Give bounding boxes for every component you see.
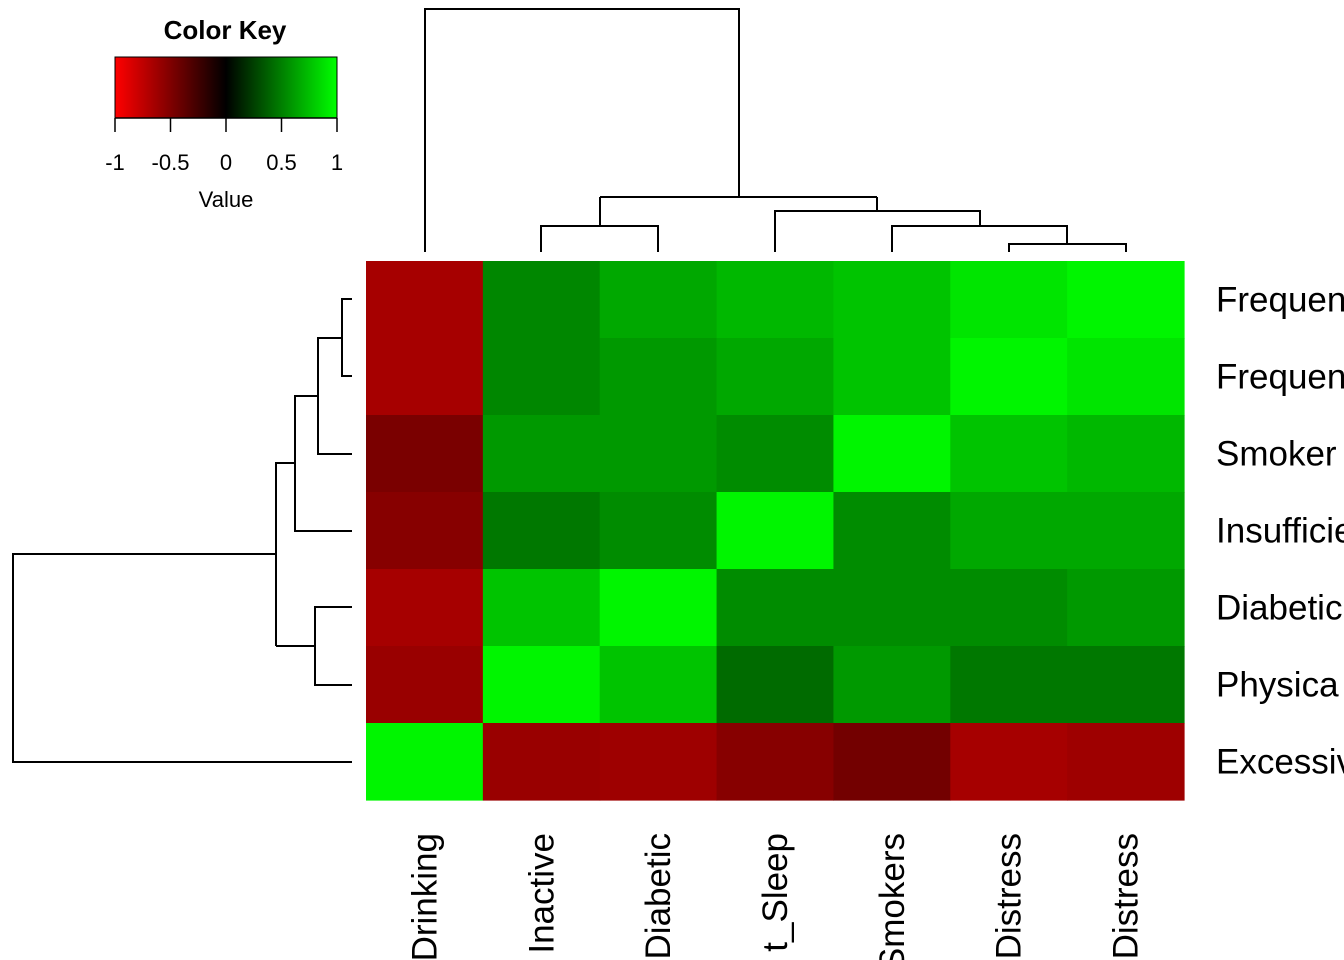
column-label: t_Sleep — [756, 833, 795, 952]
heatmap-cell — [482, 261, 601, 339]
color-key-tick-label: 0 — [220, 150, 232, 175]
heatmap-cell — [599, 569, 718, 647]
color-key-tick-label: -0.5 — [152, 150, 190, 175]
heatmap-cell — [366, 492, 484, 570]
heatmap-cell — [716, 338, 835, 416]
heatmap-cell — [599, 646, 718, 724]
row-label: Physica — [1216, 666, 1339, 705]
heatmap-cell — [833, 261, 951, 339]
heatmap-cell — [366, 569, 484, 647]
row-label: Diabetic — [1216, 589, 1342, 628]
column-label: Smokers — [873, 833, 912, 960]
heatmap-cell — [1067, 646, 1185, 724]
row-dendro-branch — [12, 553, 352, 763]
col-dendro-branch — [1008, 243, 1127, 252]
heatmap-cell — [366, 261, 484, 339]
heatmap-cell — [950, 415, 1068, 493]
row-labels: Frequen Frequen Smoker Insufficie Diabetic Ph… — [1216, 281, 1344, 782]
heatmap-cell — [950, 338, 1068, 416]
column-dendrogram — [424, 8, 1127, 252]
heatmap-cell — [950, 261, 1068, 339]
row-dendro-branch — [317, 337, 352, 455]
heatmap-cell — [1067, 569, 1185, 647]
heatmap-cell — [599, 723, 718, 801]
heatmap-cell — [716, 415, 835, 493]
col-dendro-branch — [775, 210, 981, 226]
col-dendro-branch — [424, 8, 740, 252]
heatmap-cell — [599, 492, 718, 570]
heatmap-cell — [1067, 338, 1185, 416]
row-dendro-branch — [341, 298, 352, 377]
column-label: Drinking — [405, 833, 444, 960]
heatmap-cell — [833, 646, 951, 724]
heatmap-cell — [482, 569, 601, 647]
row-label: Smoker — [1216, 435, 1337, 474]
row-label: Frequen — [1216, 358, 1344, 397]
heatmap-cell — [366, 646, 484, 724]
heatmap-cell — [950, 569, 1068, 647]
heatmap-cell — [482, 415, 601, 493]
heatmap-cell — [833, 492, 951, 570]
heatmap-cell — [482, 338, 601, 416]
heatmap-cell — [716, 492, 835, 570]
heatmap-cell — [599, 415, 718, 493]
heatmap-cells — [366, 261, 1185, 801]
col-dendro-branch — [774, 197, 878, 252]
row-dendrogram — [12, 298, 352, 763]
heatmap-cell — [716, 723, 835, 801]
heatmap-cell — [716, 646, 835, 724]
color-key-xlabel: Value — [199, 187, 254, 212]
heatmap-cell — [599, 261, 718, 339]
column-labels: Drinking Inactive Diabetic t_Sleep Smokers Di… — [405, 833, 1145, 960]
col-dendro-branch — [540, 225, 659, 252]
heatmap-cell — [833, 569, 951, 647]
heatmap-cell — [716, 569, 835, 647]
column-label: Diabetic — [639, 833, 678, 959]
heatmap-cell — [833, 338, 951, 416]
heatmap-cell — [482, 492, 601, 570]
column-label: Distress — [990, 833, 1029, 959]
row-label: Excessiv — [1216, 743, 1344, 782]
color-key-bar — [114, 56, 338, 119]
row-dendro-branch — [275, 462, 295, 646]
col-dendro-branch — [891, 225, 1068, 252]
heatmap-cell — [1067, 723, 1185, 801]
column-label: Inactive — [522, 833, 561, 954]
color-key-tick-label: 0.5 — [266, 150, 297, 175]
heatmap-cell — [950, 646, 1068, 724]
heatmap-cell — [833, 723, 951, 801]
heatmap-cell — [599, 338, 718, 416]
heatmap-cell — [1067, 415, 1185, 493]
heatmap-cell — [366, 723, 484, 801]
column-label: Distress — [1107, 833, 1146, 959]
heatmap-cell — [1067, 492, 1185, 570]
heatmap-cell — [833, 415, 951, 493]
row-label: Insufficie — [1216, 512, 1344, 551]
color-key: Color Key -1 -0.5 0 0.5 1 Value — [105, 15, 343, 212]
heatmap-cell — [950, 723, 1068, 801]
heatmap-cell — [1067, 261, 1185, 339]
color-key-title: Color Key — [164, 15, 287, 45]
row-label: Frequen — [1216, 281, 1344, 320]
color-key-axis: -1 -0.5 0 0.5 1 — [105, 117, 343, 175]
row-dendro-branch — [294, 395, 352, 532]
heatmap-cell — [482, 723, 601, 801]
heatmap-cell — [366, 415, 484, 493]
row-dendro-branch — [314, 606, 352, 686]
heatmap-cell — [716, 261, 835, 339]
color-key-tick-label: 1 — [331, 150, 343, 175]
color-key-tick-label: -1 — [105, 150, 125, 175]
heatmap-cell — [950, 492, 1068, 570]
heatmap-cell — [366, 338, 484, 416]
heatmap-cell — [482, 646, 601, 724]
